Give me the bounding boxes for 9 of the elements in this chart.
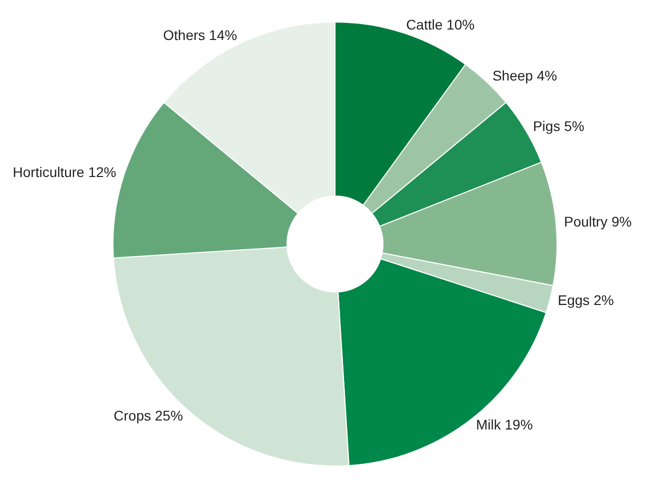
slice-label: Horticulture 12% — [12, 164, 116, 180]
slice-label: Pigs 5% — [532, 118, 584, 134]
slice-label: Crops 25% — [114, 408, 183, 424]
slice-label: Milk 19% — [476, 416, 533, 433]
slice-label: Others 14% — [163, 26, 238, 43]
slice-label: Cattle 10% — [406, 16, 475, 32]
slice-label: Eggs 2% — [558, 292, 614, 308]
slice-label: Sheep 4% — [492, 67, 558, 84]
slice-label: Poultry 9% — [564, 213, 632, 230]
